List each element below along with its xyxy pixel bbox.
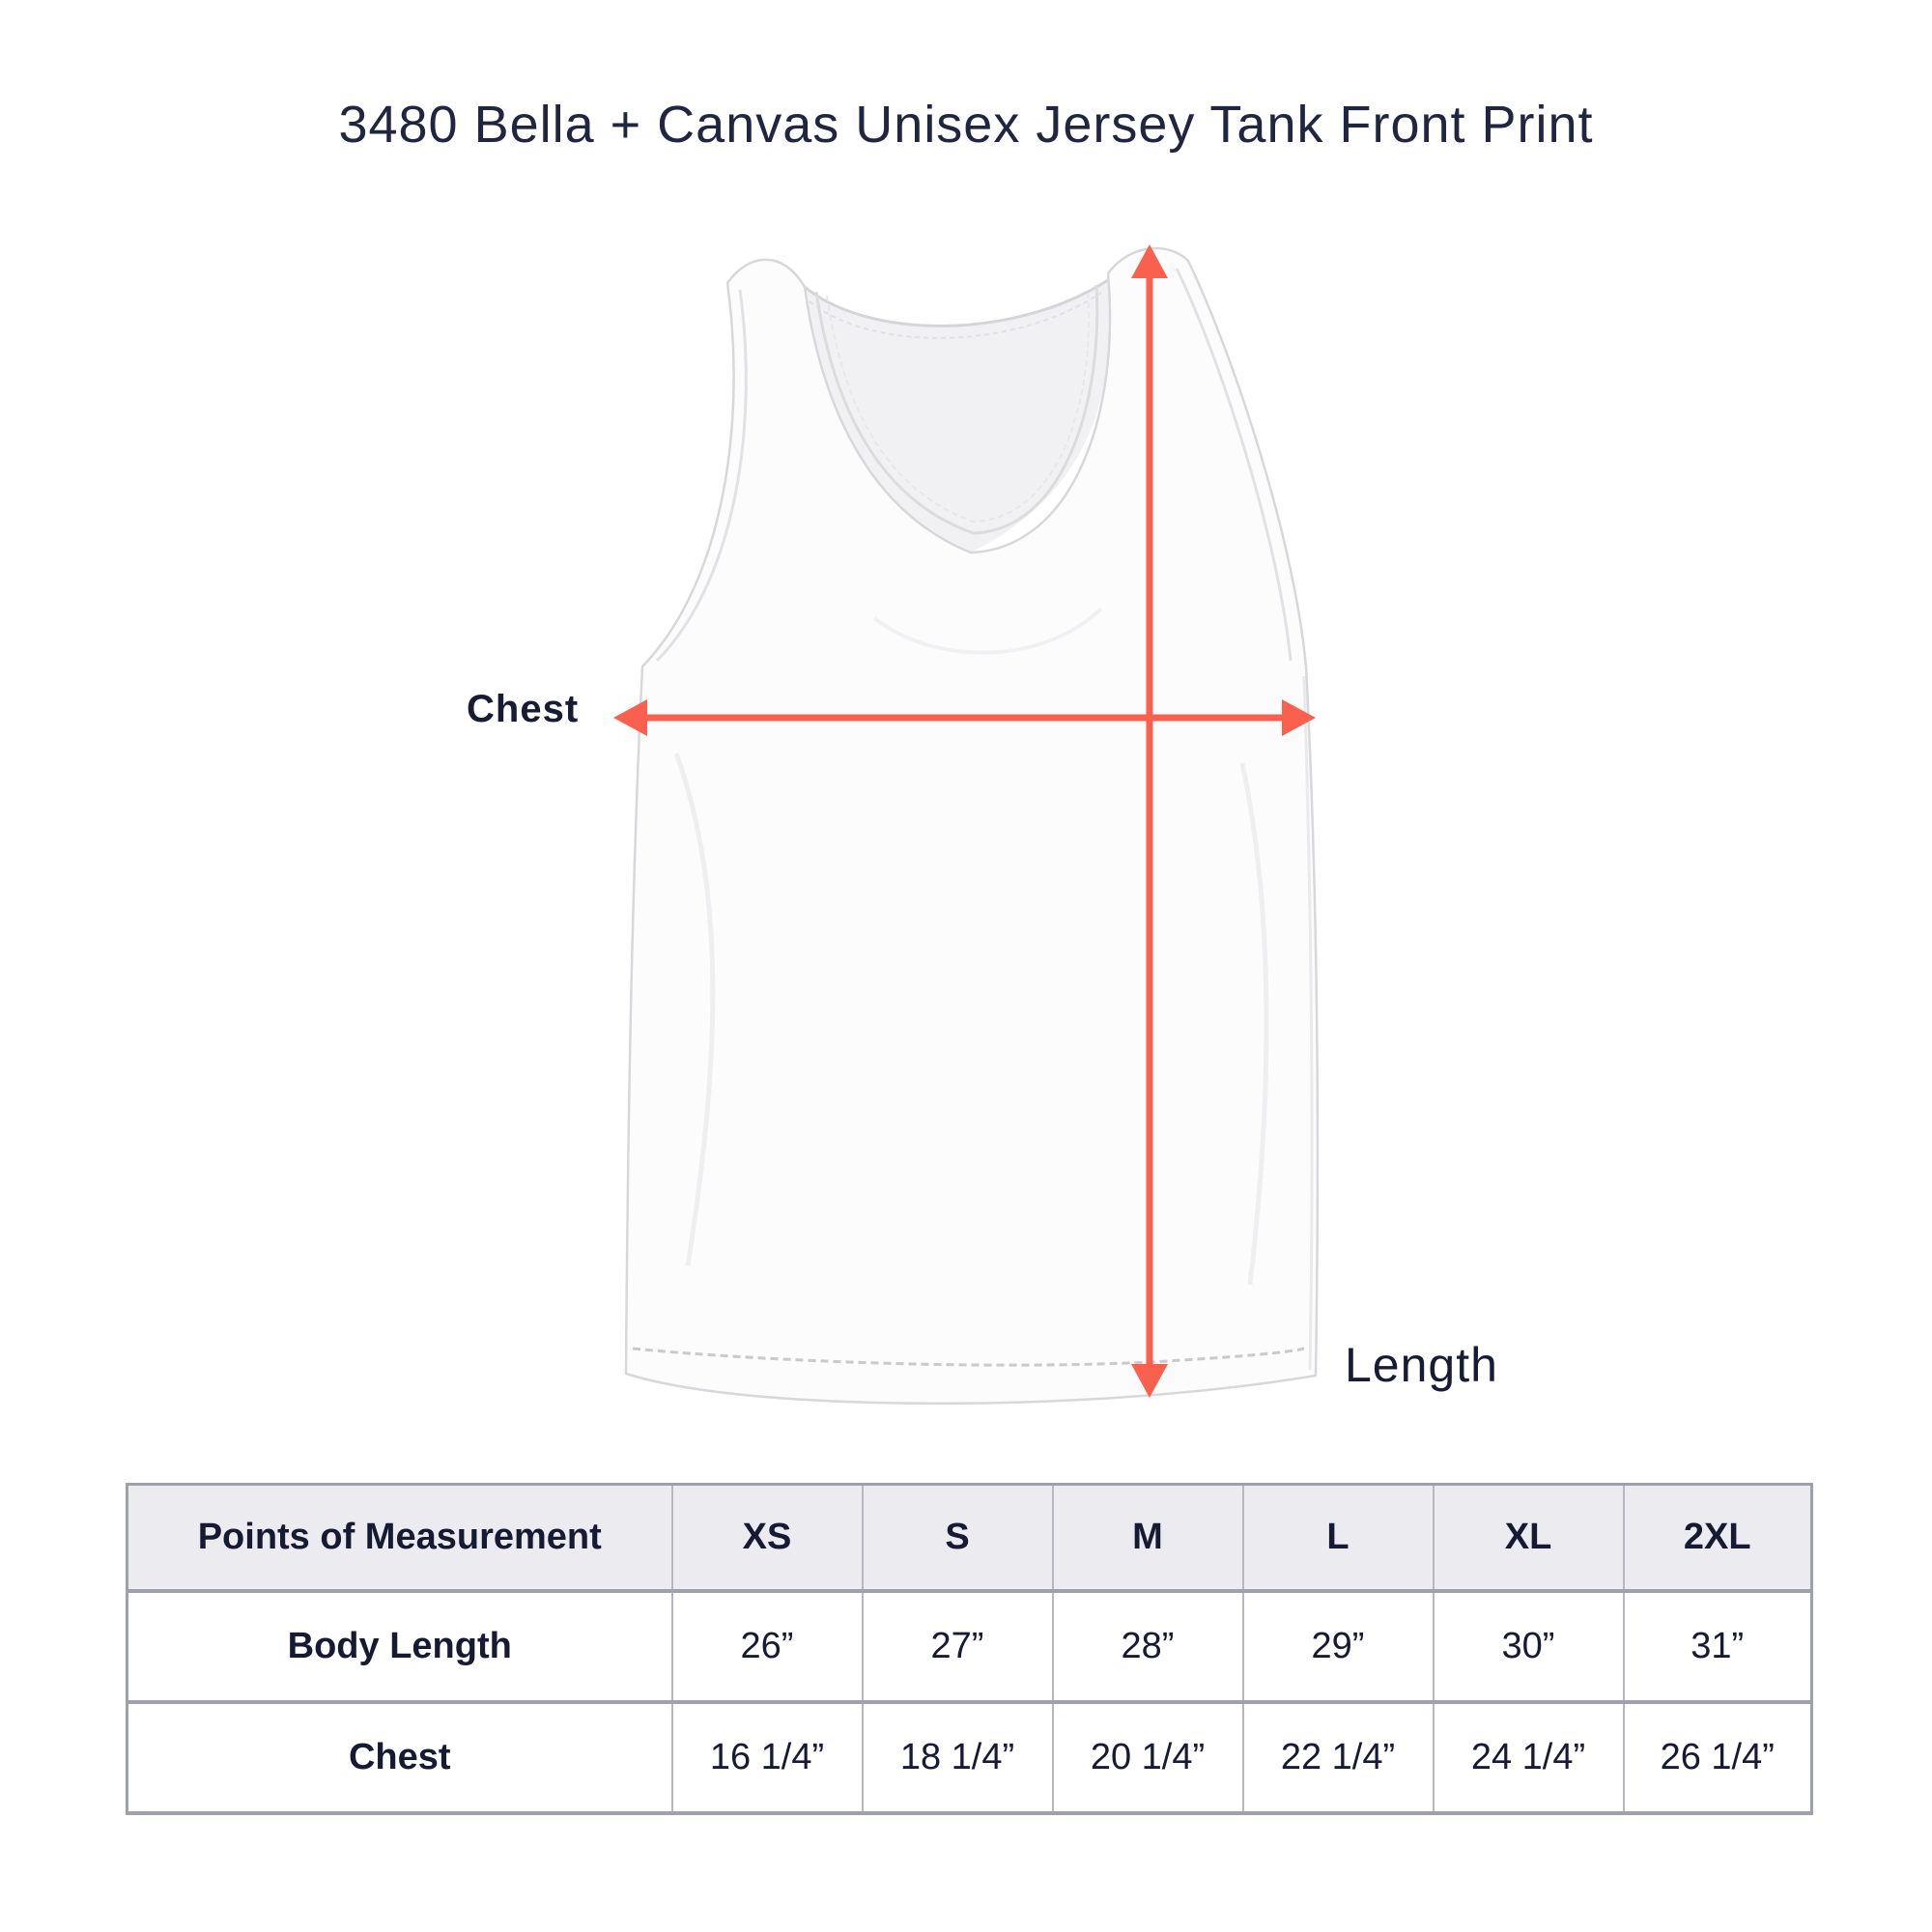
tank-wrinkle <box>673 753 716 1266</box>
size-value-cell: 18 1/4” <box>861 1702 1053 1815</box>
size-column-header-2xl: 2XL <box>1622 1484 1812 1593</box>
tank-neckline-band <box>814 284 1099 535</box>
size-column-header-xl: XL <box>1432 1484 1624 1593</box>
size-chart-header-row: Points of Measurement XS S M L XL 2XL <box>127 1484 1812 1593</box>
size-value-cell: 20 1/4” <box>1051 1702 1243 1815</box>
chest-measure-label: Chest <box>467 688 580 730</box>
tank-neckline-stitch <box>826 289 1090 524</box>
tank-side-seam <box>1302 675 1314 1371</box>
size-value-cell: 31” <box>1622 1591 1812 1704</box>
size-value-cell: 24 1/4” <box>1432 1702 1624 1815</box>
tank-body <box>624 246 1320 1406</box>
size-column-header-s: S <box>861 1484 1053 1593</box>
tank-hem-stitch <box>632 1347 1305 1367</box>
tank-back-collar <box>804 278 1109 327</box>
size-value-cell: 28” <box>1051 1591 1243 1704</box>
tank-wrinkle <box>872 607 1103 655</box>
size-column-header-xs: XS <box>670 1484 863 1593</box>
length-measure-label: Length <box>1345 1338 1498 1392</box>
size-value-cell: 22 1/4” <box>1241 1702 1434 1815</box>
size-column-header-l: L <box>1241 1484 1434 1593</box>
page-title: 3480 Bella + Canvas Unisex Jersey Tank F… <box>338 96 1594 154</box>
measurement-row-label: Body Length <box>127 1591 672 1704</box>
points-of-measurement-header: Points of Measurement <box>127 1484 672 1593</box>
size-chart-table: Points of Measurement XS S M L XL 2XL Bo… <box>126 1483 1813 1815</box>
chest-row: Chest 16 1/4” 18 1/4” 20 1/4” 22 1/4” 24… <box>127 1702 1812 1815</box>
size-value-cell: 27” <box>861 1591 1053 1704</box>
body-length-row: Body Length 26” 27” 28” 29” 30” 31” <box>127 1591 1812 1704</box>
size-value-cell: 26 1/4” <box>1622 1702 1812 1815</box>
tank-left-armhole-stitch <box>655 289 748 663</box>
measurement-row-label: Chest <box>127 1702 672 1815</box>
tank-right-armhole-stitch <box>1175 268 1293 662</box>
size-value-cell: 30” <box>1432 1591 1624 1704</box>
length-arrow <box>1131 244 1168 1398</box>
size-column-header-m: M <box>1051 1484 1243 1593</box>
size-value-cell: 29” <box>1241 1591 1434 1704</box>
size-value-cell: 26” <box>670 1591 863 1704</box>
tank-back-collar-stitch <box>809 292 1102 339</box>
tank-wrinkle <box>1239 762 1269 1286</box>
chest-arrow <box>613 699 1316 736</box>
size-value-cell: 16 1/4” <box>670 1702 863 1815</box>
